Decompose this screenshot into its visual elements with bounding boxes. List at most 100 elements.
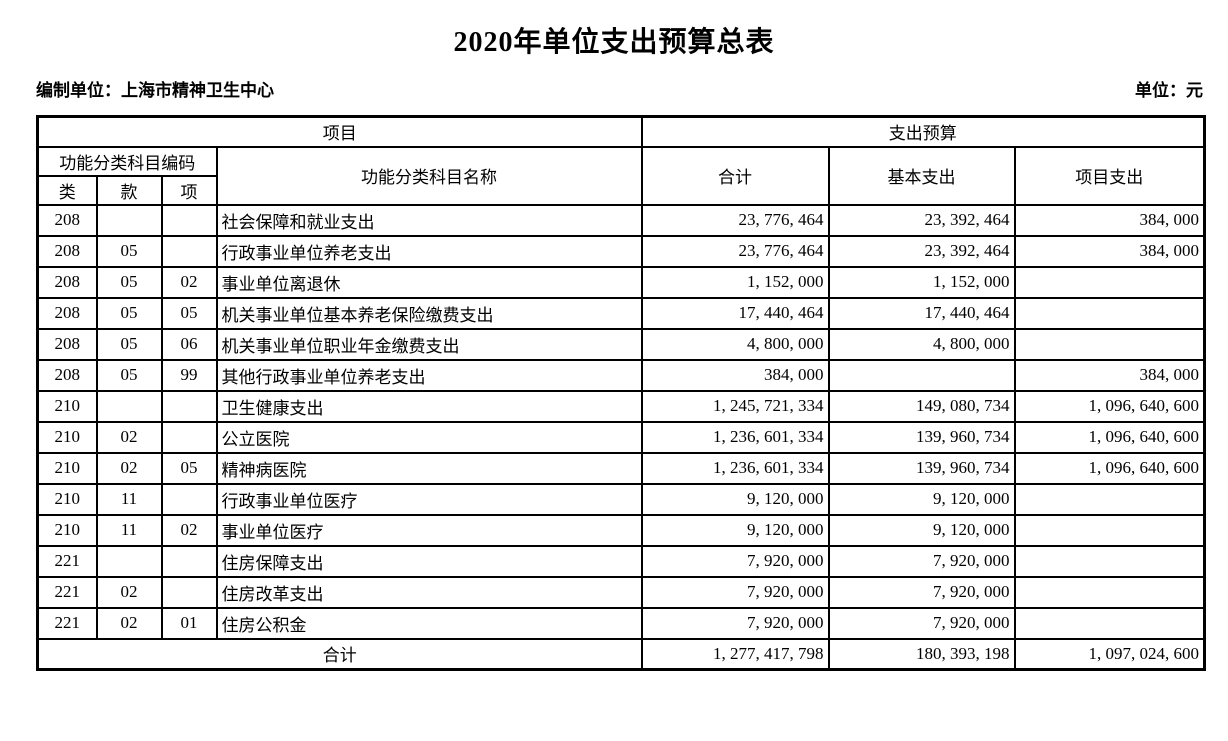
cell-subject-name: 住房保障支出 xyxy=(215,544,643,578)
cell-basic-expense xyxy=(827,358,1016,392)
cell-subject-name: 住房改革支出 xyxy=(215,575,643,609)
cell-category-code: 221 xyxy=(36,544,98,578)
page-title: 2020年单位支出预算总表 xyxy=(453,27,775,58)
cell-subject-name: 社会保障和就业支出 xyxy=(215,203,643,237)
cell-project-expense xyxy=(1013,327,1206,361)
cell-basic-expense: 139, 960, 734 xyxy=(827,420,1016,454)
table-row: 221 02 住房改革支出 7, 920, 000 7, 920, 000 xyxy=(36,575,1206,609)
cell-section-code: 05 xyxy=(95,296,163,330)
cell-category-code: 210 xyxy=(36,420,98,454)
cell-subject-name: 卫生健康支出 xyxy=(215,389,643,423)
cell-item-code xyxy=(160,203,218,237)
cell-section-code: 11 xyxy=(95,513,163,547)
cell-category-code: 208 xyxy=(36,327,98,361)
cell-total: 23, 776, 464 xyxy=(640,203,830,237)
cell-section-code: 05 xyxy=(95,234,163,268)
table-row: 210 02 05 精神病医院 1, 236, 601, 334 139, 96… xyxy=(36,451,1206,485)
cell-total: 4, 800, 000 xyxy=(640,327,830,361)
cell-section-code xyxy=(95,203,163,237)
table-row: 208 05 行政事业单位养老支出 23, 776, 464 23, 392, … xyxy=(36,234,1206,268)
total-row-basic: 180, 393, 198 xyxy=(827,637,1016,671)
cell-total: 1, 236, 601, 334 xyxy=(640,451,830,485)
table-header: 项目 支出预算 功能分类科目编码 功能分类科目名称 合计 基本支出 项目支出 类… xyxy=(36,115,1206,206)
cell-subject-name: 事业单位医疗 xyxy=(215,513,643,547)
header-item-col: 项 xyxy=(160,174,218,206)
cell-category-code: 208 xyxy=(36,265,98,299)
header-basic-expense-col: 基本支出 xyxy=(827,145,1016,206)
header-total-col: 合计 xyxy=(640,145,830,206)
cell-total: 9, 120, 000 xyxy=(640,513,830,547)
cell-total: 1, 245, 721, 334 xyxy=(640,389,830,423)
prepared-by-label: 编制单位：上海市精神卫生中心 xyxy=(36,81,274,100)
header-subject-name-col: 功能分类科目名称 xyxy=(215,145,643,206)
cell-item-code xyxy=(160,482,218,516)
cell-section-code: 02 xyxy=(95,420,163,454)
cell-section-code: 05 xyxy=(95,265,163,299)
header-code-cols-row: 类 款 项 xyxy=(36,174,1205,206)
cell-item-code xyxy=(160,234,218,268)
cell-item-code xyxy=(160,389,218,423)
cell-item-code xyxy=(160,575,218,609)
cell-project-expense xyxy=(1013,296,1206,330)
cell-section-code xyxy=(95,544,163,578)
cell-project-expense xyxy=(1013,544,1206,578)
meta-row: 编制单位：上海市精神卫生中心 单位：元 xyxy=(36,76,1203,101)
cell-project-expense: 384, 000 xyxy=(1013,358,1206,392)
table-row: 210 02 公立医院 1, 236, 601, 334 139, 960, 7… xyxy=(36,420,1206,454)
cell-item-code: 05 xyxy=(160,296,218,330)
cell-item-code: 99 xyxy=(160,358,218,392)
cell-category-code: 208 xyxy=(36,203,98,237)
cell-section-code: 05 xyxy=(95,327,163,361)
cell-subject-name: 机关事业单位职业年金缴费支出 xyxy=(215,327,643,361)
table-row: 210 卫生健康支出 1, 245, 721, 334 149, 080, 73… xyxy=(36,389,1206,423)
cell-section-code: 02 xyxy=(95,451,163,485)
cell-subject-name: 事业单位离退休 xyxy=(215,265,643,299)
cell-total: 7, 920, 000 xyxy=(640,544,830,578)
cell-total: 7, 920, 000 xyxy=(640,606,830,640)
cell-project-expense xyxy=(1013,482,1206,516)
cell-category-code: 208 xyxy=(36,296,98,330)
cell-total: 384, 000 xyxy=(640,358,830,392)
table-row: 221 02 01 住房公积金 7, 920, 000 7, 920, 000 xyxy=(36,606,1206,640)
cell-section-code xyxy=(95,389,163,423)
cell-category-code: 210 xyxy=(36,451,98,485)
table-row: 208 05 99 其他行政事业单位养老支出 384, 000 384, 000 xyxy=(36,358,1206,392)
cell-project-expense: 384, 000 xyxy=(1013,203,1206,237)
table-row: 210 11 02 事业单位医疗 9, 120, 000 9, 120, 000 xyxy=(36,513,1206,547)
cell-project-expense: 384, 000 xyxy=(1013,234,1206,268)
cell-total: 23, 776, 464 xyxy=(640,234,830,268)
cell-category-code: 221 xyxy=(36,575,98,609)
cell-subject-name: 行政事业单位医疗 xyxy=(215,482,643,516)
cell-total: 7, 920, 000 xyxy=(640,575,830,609)
cell-basic-expense: 7, 920, 000 xyxy=(827,606,1016,640)
cell-basic-expense: 1, 152, 000 xyxy=(827,265,1016,299)
table-row: 210 11 行政事业单位医疗 9, 120, 000 9, 120, 000 xyxy=(36,482,1206,516)
table-row: 208 05 02 事业单位离退休 1, 152, 000 1, 152, 00… xyxy=(36,265,1206,299)
cell-category-code: 208 xyxy=(36,234,98,268)
cell-basic-expense: 139, 960, 734 xyxy=(827,451,1016,485)
cell-subject-name: 行政事业单位养老支出 xyxy=(215,234,643,268)
table-row: 208 社会保障和就业支出 23, 776, 464 23, 392, 464 … xyxy=(36,203,1206,237)
cell-basic-expense: 9, 120, 000 xyxy=(827,513,1016,547)
cell-total: 1, 152, 000 xyxy=(640,265,830,299)
total-row-project: 1, 097, 024, 600 xyxy=(1013,637,1206,671)
table-row: 208 05 06 机关事业单位职业年金缴费支出 4, 800, 000 4, … xyxy=(36,327,1206,361)
cell-item-code: 06 xyxy=(160,327,218,361)
cell-subject-name: 住房公积金 xyxy=(215,606,643,640)
cell-section-code: 11 xyxy=(95,482,163,516)
cell-project-expense: 1, 096, 640, 600 xyxy=(1013,420,1206,454)
cell-project-expense xyxy=(1013,265,1206,299)
total-row: 合计 1, 277, 417, 798 180, 393, 198 1, 097… xyxy=(36,637,1206,671)
cell-project-expense xyxy=(1013,575,1206,609)
cell-section-code: 05 xyxy=(95,358,163,392)
cell-section-code: 02 xyxy=(95,575,163,609)
cell-project-expense xyxy=(1013,606,1206,640)
cell-subject-name: 其他行政事业单位养老支出 xyxy=(215,358,643,392)
header-project-group: 项目 xyxy=(36,115,643,148)
cell-item-code xyxy=(160,420,218,454)
cell-item-code: 05 xyxy=(160,451,218,485)
header-code-group: 功能分类科目编码 xyxy=(36,145,218,177)
cell-basic-expense: 9, 120, 000 xyxy=(827,482,1016,516)
header-category-col: 类 xyxy=(36,174,98,206)
